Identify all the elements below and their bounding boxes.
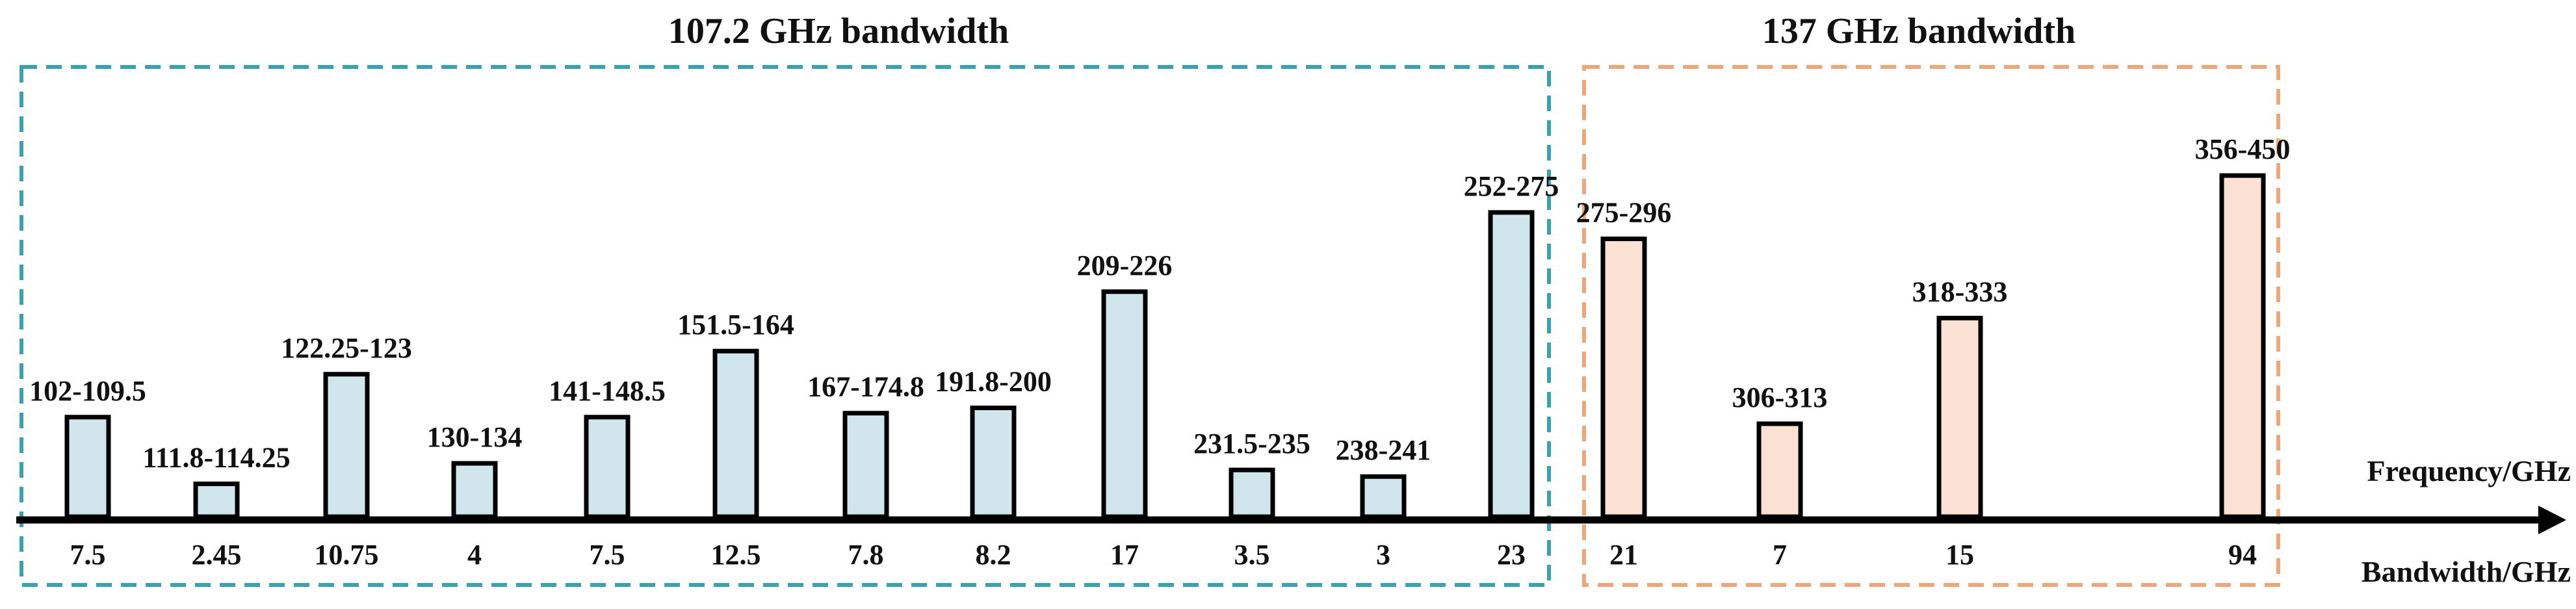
bandwidth-value-label: 3.5 xyxy=(1234,539,1270,571)
bar-6 xyxy=(712,348,759,519)
frequency-range-label: 102-109.5 xyxy=(29,375,146,407)
bar-2 xyxy=(193,481,240,519)
bar-7 xyxy=(842,411,889,519)
frequency-range-label: 141-148.5 xyxy=(549,375,666,407)
bar-13 xyxy=(1600,236,1647,519)
group-frame-1 xyxy=(20,65,1551,587)
frequency-range-label: 167-174.8 xyxy=(807,371,924,403)
bandwidth-value-label: 3 xyxy=(1376,539,1390,571)
bandwidth-value-label: 12.5 xyxy=(711,539,761,571)
bandwidth-value-label: 17 xyxy=(1110,539,1139,571)
x-axis-label: Frequency/GHz xyxy=(2367,454,2571,487)
frequency-range-label: 306-313 xyxy=(1732,382,1828,413)
frequency-range-label: 356-450 xyxy=(2195,133,2291,165)
bandwidth-value-label: 7.5 xyxy=(590,539,625,571)
bar-14 xyxy=(1756,421,1803,519)
bar-16 xyxy=(2219,173,2266,519)
bar-8 xyxy=(970,406,1017,519)
bandwidth-value-label: 15 xyxy=(1945,539,1974,571)
frequency-range-label: 151.5-164 xyxy=(677,309,794,341)
bar-5 xyxy=(584,415,631,519)
bar-15 xyxy=(1936,315,1983,519)
bar-10 xyxy=(1229,467,1275,519)
group-title-2: 137 GHz bandwidth xyxy=(1762,11,2075,51)
bandwidth-value-label: 2.45 xyxy=(192,539,242,571)
frequency-range-label: 252-275 xyxy=(1464,170,1559,202)
frequency-range-label: 122.25-123 xyxy=(281,332,412,364)
bandwidth-value-label: 94 xyxy=(2228,539,2257,571)
bar-12 xyxy=(1488,210,1535,519)
group-frame-2 xyxy=(1582,65,2280,587)
bandwidth-value-label: 10.75 xyxy=(315,539,379,571)
bandwidth-value-label: 7 xyxy=(1773,539,1787,571)
bar-4 xyxy=(451,461,498,519)
bar-11 xyxy=(1360,474,1407,519)
bandwidth-value-label: 7.5 xyxy=(70,539,106,571)
bandwidth-value-label: 21 xyxy=(1609,539,1638,571)
frequency-range-label: 275-296 xyxy=(1576,196,1672,228)
frequency-range-label: 191.8-200 xyxy=(935,366,1052,398)
bandwidth-value-label: 7.8 xyxy=(848,539,884,571)
frequency-range-label: 130-134 xyxy=(427,421,523,453)
frequency-range-label: 238-241 xyxy=(1336,434,1431,466)
bar-3 xyxy=(323,372,370,519)
bar-9 xyxy=(1101,289,1148,519)
bandwidth-value-label: 4 xyxy=(467,539,482,571)
bandwidth-value-label: 23 xyxy=(1497,539,1526,571)
group-title-1: 107.2 GHz bandwidth xyxy=(668,11,1009,51)
frequency-range-label: 209-226 xyxy=(1077,250,1173,281)
frequency-range-label: 231.5-235 xyxy=(1193,428,1310,460)
bandwidth-value-label: 8.2 xyxy=(976,539,1011,571)
frequency-range-label: 318-333 xyxy=(1912,276,2008,307)
bar-1 xyxy=(64,415,111,519)
frequency-axis-arrow xyxy=(2538,506,2566,534)
frequency-range-label: 111.8-114.25 xyxy=(142,441,290,473)
bandwidth-axis-label: Bandwidth/GHz xyxy=(2361,555,2571,588)
